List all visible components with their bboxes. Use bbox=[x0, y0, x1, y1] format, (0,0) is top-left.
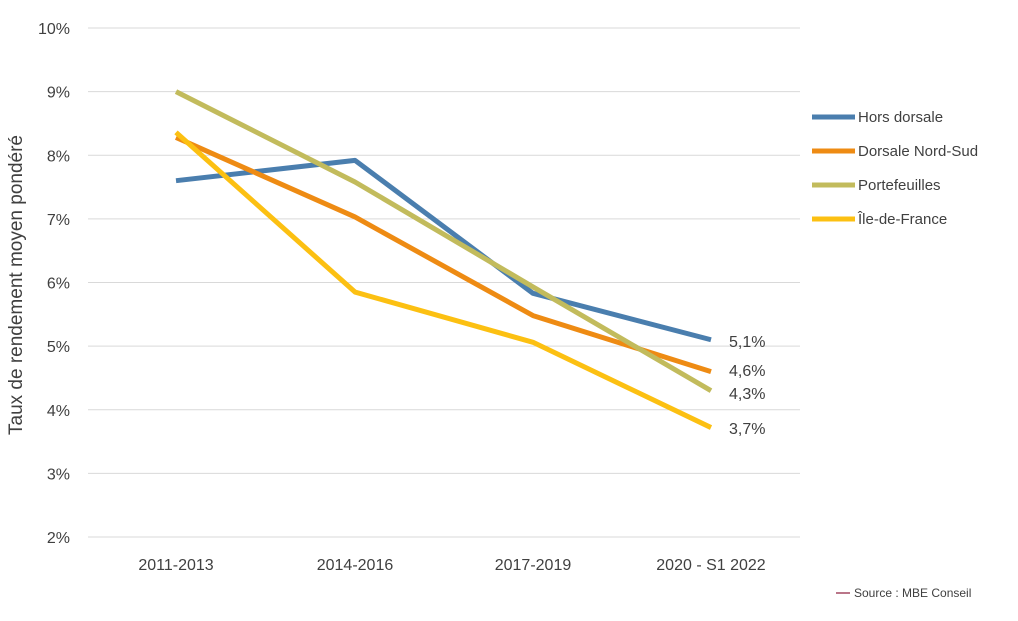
legend-entry: Dorsale Nord-Sud bbox=[858, 143, 978, 160]
y-tick-label: 6% bbox=[47, 276, 70, 293]
y-tick-label: 5% bbox=[47, 339, 70, 356]
y-axis-ticks: 2% 3% 4% 5% 6% 7% 8% 9% 10% bbox=[38, 21, 70, 547]
source-note: Source : MBE Conseil bbox=[836, 586, 971, 600]
legend-entry: Hors dorsale bbox=[858, 109, 943, 126]
end-value-label: 4,3% bbox=[729, 386, 765, 403]
y-axis-label: Taux de rendement moyen pondéré bbox=[6, 135, 27, 435]
y-tick-label: 8% bbox=[47, 148, 70, 165]
y-tick-label: 4% bbox=[47, 403, 70, 420]
y-tick-label: 10% bbox=[38, 21, 70, 38]
series-line-0 bbox=[175, 157, 712, 343]
series-line-1 bbox=[174, 135, 712, 374]
legend-entry: Portefeuilles bbox=[858, 177, 941, 194]
end-value-label: 3,7% bbox=[729, 421, 765, 438]
y-tick-label: 3% bbox=[47, 466, 70, 483]
legend-entry: Île-de-France bbox=[857, 211, 947, 228]
series-line-3 bbox=[174, 130, 713, 430]
end-value-label: 4,6% bbox=[729, 363, 765, 380]
legend: Hors dorsale Dorsale Nord-Sud Portefeuille… bbox=[812, 109, 978, 228]
gridlines bbox=[88, 27, 800, 538]
y-tick-label: 9% bbox=[47, 85, 70, 102]
series-line-2 bbox=[174, 89, 713, 393]
y-tick-label: 7% bbox=[47, 212, 70, 229]
x-tick-label: 2011-2013 bbox=[138, 557, 213, 574]
x-tick-label: 2017-2019 bbox=[495, 557, 572, 574]
x-axis-ticks: 2011-2013 2014-2016 2017-2019 2020 - S1 202… bbox=[138, 557, 765, 574]
x-tick-label: 2020 - S1 2022 bbox=[656, 557, 766, 574]
x-tick-label: 2014-2016 bbox=[317, 557, 394, 574]
source-text: Source : MBE Conseil bbox=[854, 586, 971, 600]
y-tick-label: 2% bbox=[47, 530, 70, 547]
series-lines bbox=[174, 89, 713, 430]
end-value-label: 5,1% bbox=[729, 334, 765, 351]
end-labels: 5,1% 4,6% 4,3% 3,7% bbox=[729, 334, 765, 438]
